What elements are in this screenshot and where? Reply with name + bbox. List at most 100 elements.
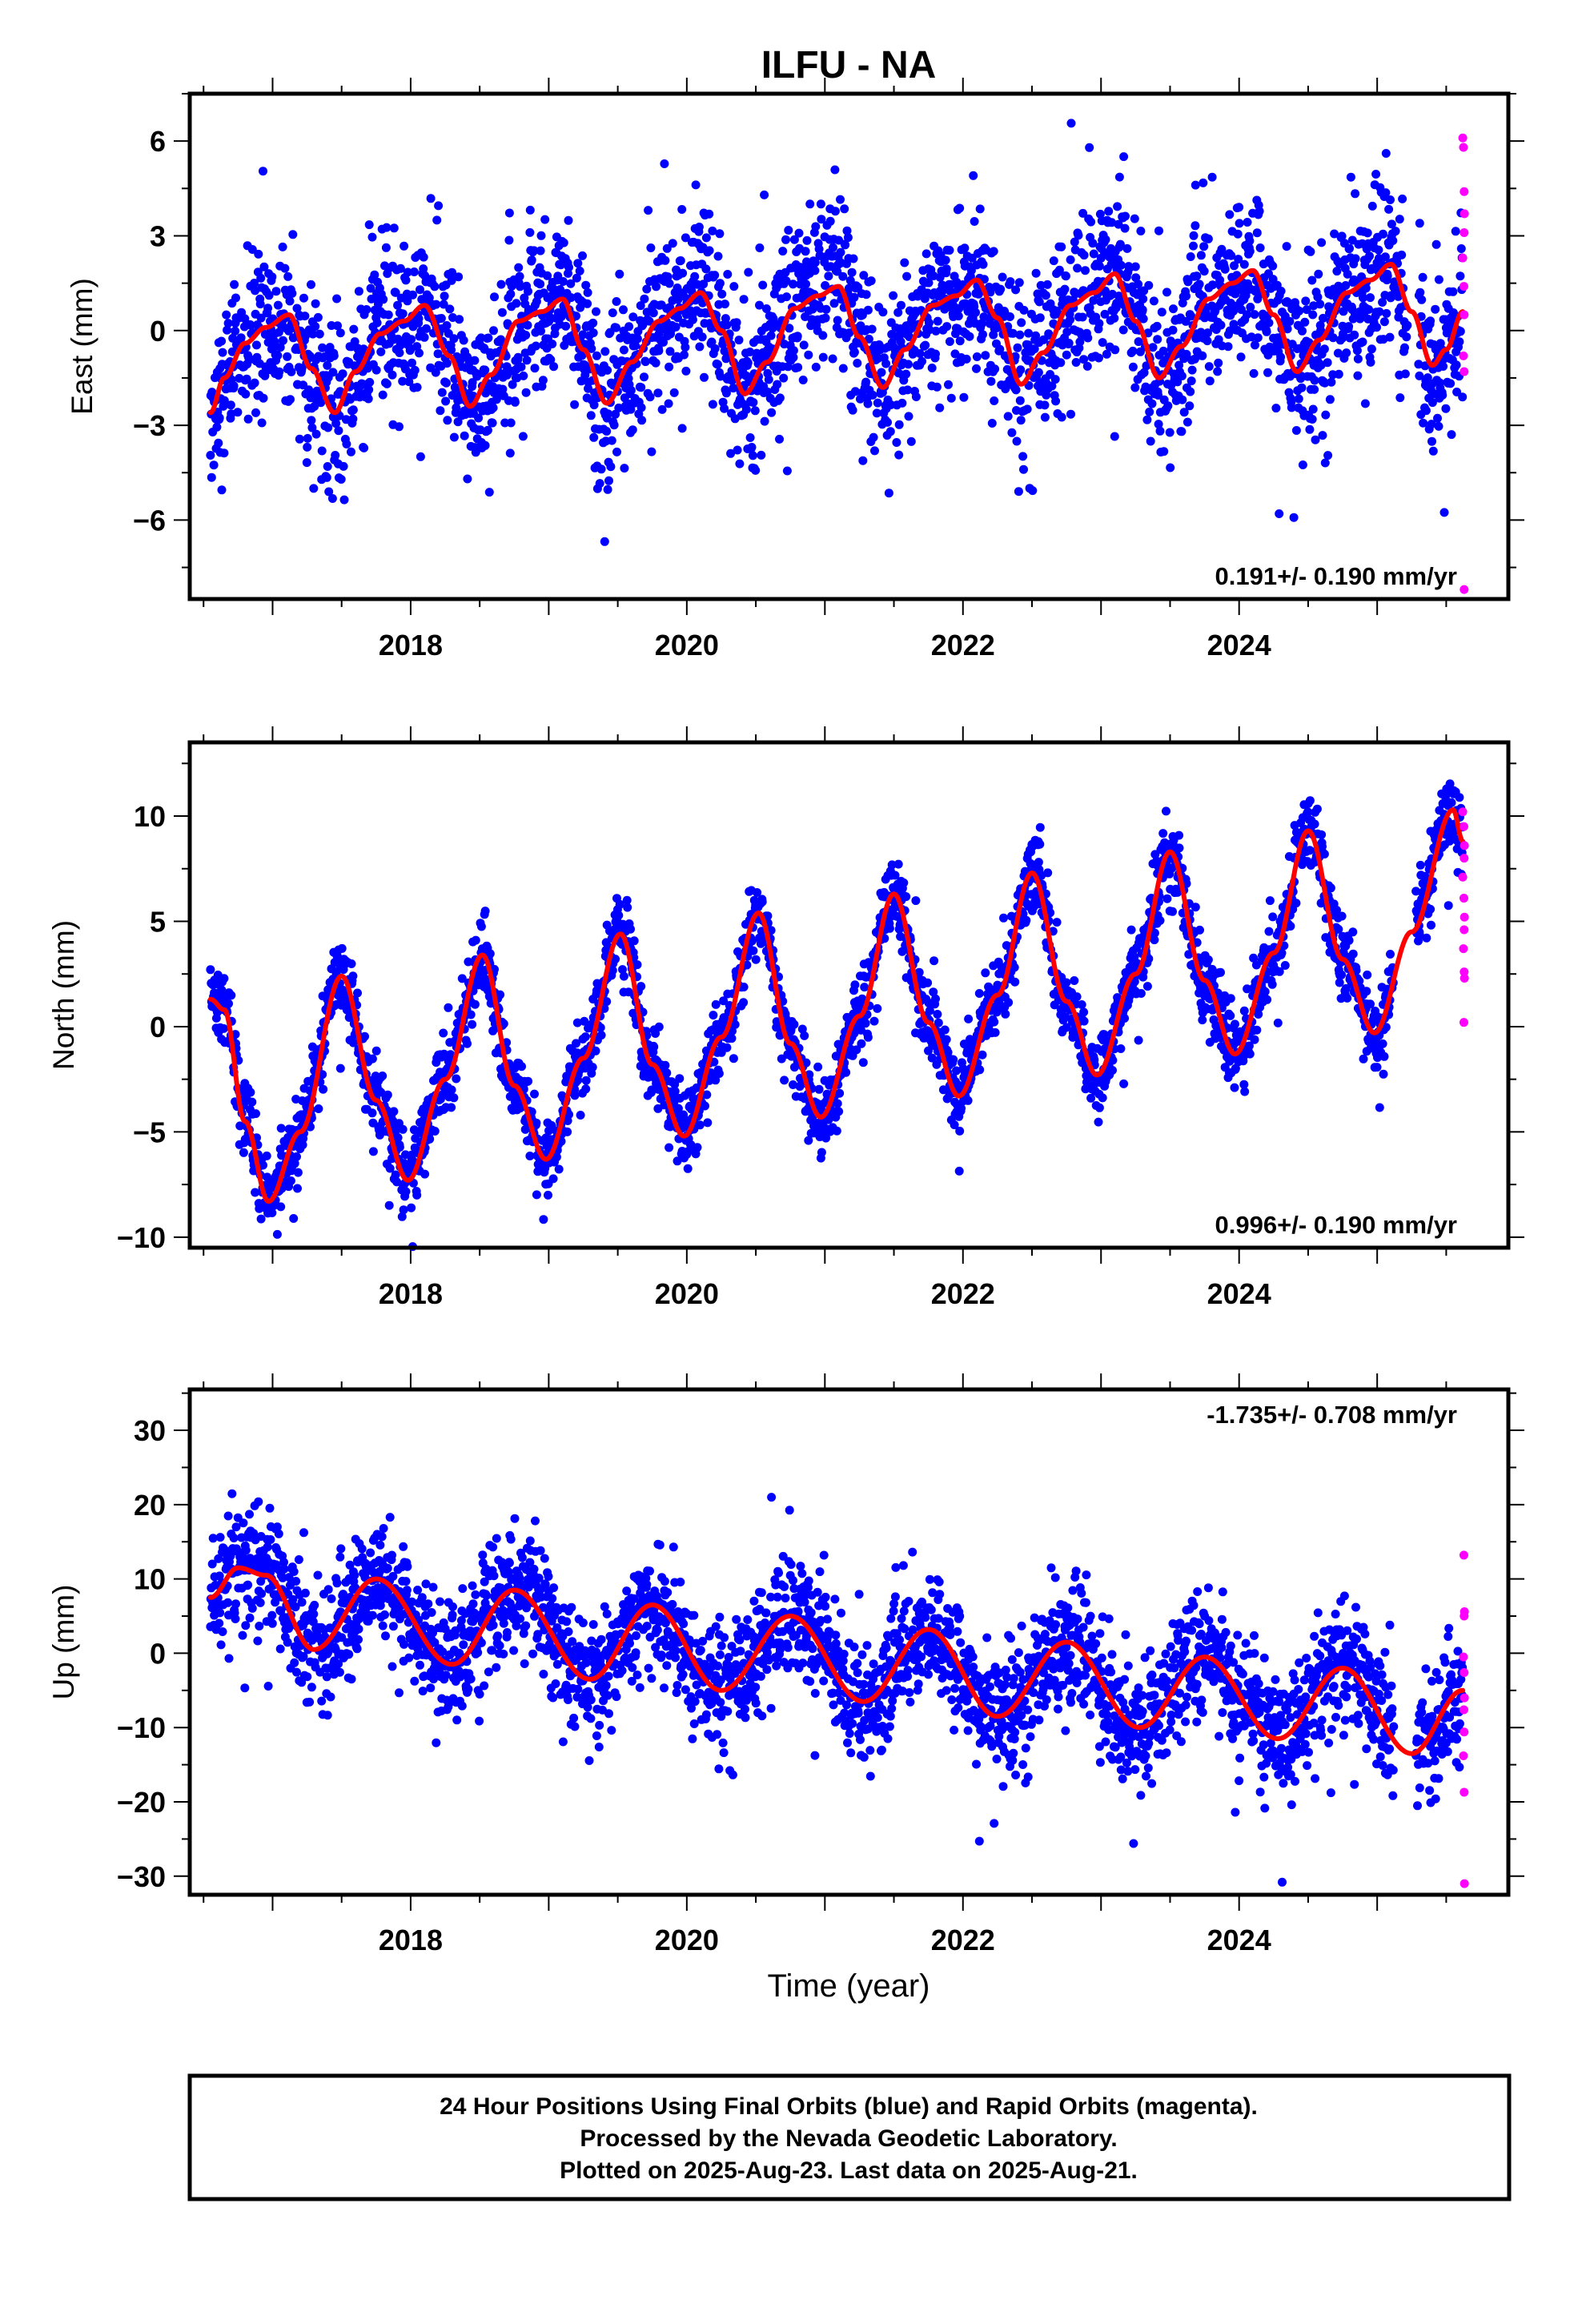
final-orbit-point — [1178, 395, 1187, 404]
final-orbit-point — [314, 1104, 323, 1113]
x-tick-label: 2024 — [1207, 1277, 1271, 1310]
final-orbit-point — [1199, 267, 1209, 276]
final-orbit-point — [242, 374, 251, 384]
final-orbit-point — [752, 348, 761, 358]
final-orbit-point — [954, 1166, 964, 1176]
final-orbit-point — [1239, 259, 1249, 269]
final-orbit-point — [518, 432, 528, 441]
final-orbit-point — [368, 1147, 378, 1156]
final-orbit-point — [954, 312, 963, 321]
final-orbit-point — [707, 337, 717, 347]
final-orbit-point — [817, 215, 826, 224]
final-orbit-point — [287, 288, 297, 298]
final-orbit-point — [1379, 317, 1389, 327]
final-orbit-point — [1400, 343, 1409, 352]
final-orbit-point — [1361, 283, 1371, 293]
final-orbit-point — [868, 390, 877, 400]
final-orbit-point — [721, 300, 729, 309]
final-orbit-point — [251, 1188, 260, 1197]
final-orbit-point — [323, 462, 332, 471]
final-orbit-point — [901, 369, 911, 379]
final-orbit-point — [1089, 296, 1098, 305]
final-orbit-point — [775, 434, 784, 444]
final-orbit-point — [223, 319, 233, 328]
final-orbit-point — [1421, 406, 1431, 416]
final-orbit-point — [1313, 292, 1323, 302]
final-orbit-point — [292, 1152, 301, 1161]
final-orbit-point — [1079, 251, 1089, 260]
final-orbit-point — [1371, 170, 1381, 179]
final-orbit-point — [521, 331, 531, 340]
final-orbit-point — [256, 1214, 266, 1224]
final-orbit-point — [400, 241, 409, 251]
rapid-orbit-point — [1459, 351, 1468, 360]
final-orbit-point — [739, 998, 749, 1007]
final-orbit-point — [1186, 387, 1195, 396]
final-orbit-point — [215, 413, 224, 423]
final-orbit-point — [515, 271, 524, 281]
final-orbit-point — [996, 284, 1006, 294]
final-orbit-point — [858, 456, 868, 465]
final-orbit-point — [902, 271, 912, 281]
final-orbit-point — [514, 263, 524, 272]
final-orbit-point — [1214, 358, 1223, 368]
final-orbit-point — [1054, 265, 1064, 275]
final-orbit-point — [403, 296, 412, 306]
final-orbit-point — [789, 346, 798, 356]
final-orbit-point — [1018, 452, 1028, 461]
final-orbit-point — [1128, 362, 1138, 372]
final-orbit-point — [412, 1190, 422, 1200]
final-orbit-point — [488, 418, 497, 428]
x-tick-label: 2024 — [1207, 629, 1271, 661]
final-orbit-point — [460, 431, 469, 440]
final-orbit-point — [673, 313, 682, 323]
final-orbit-point — [789, 235, 799, 244]
final-orbit-point — [332, 294, 342, 304]
final-orbit-point — [1073, 263, 1082, 273]
final-orbit-point — [945, 337, 954, 346]
final-orbit-point — [267, 1208, 277, 1217]
final-orbit-point — [840, 204, 849, 214]
final-orbit-point — [747, 443, 757, 452]
final-orbit-point — [614, 403, 624, 412]
final-orbit-point — [437, 388, 447, 397]
final-orbit-point — [1263, 368, 1272, 377]
final-orbit-point — [335, 1063, 345, 1073]
final-orbit-point — [1366, 293, 1375, 303]
final-orbit-point — [1082, 361, 1092, 371]
final-orbit-point — [1320, 378, 1330, 388]
final-orbit-point — [412, 342, 422, 352]
final-orbit-point — [1166, 463, 1175, 472]
final-orbit-point — [1016, 416, 1026, 425]
final-orbit-point — [1217, 244, 1227, 254]
final-orbit-point — [1004, 998, 1014, 1007]
final-orbit-point — [554, 1164, 564, 1174]
final-orbit-point — [699, 279, 709, 289]
final-orbit-point — [1346, 172, 1355, 182]
final-orbit-point — [1310, 376, 1319, 385]
final-orbit-point — [1358, 337, 1367, 347]
final-orbit-point — [1016, 365, 1026, 375]
final-orbit-point — [1155, 426, 1165, 436]
final-orbit-point — [897, 300, 905, 310]
final-orbit-point — [1198, 351, 1207, 360]
final-orbit-point — [615, 269, 624, 279]
final-orbit-point — [1388, 236, 1398, 245]
final-orbit-point — [1208, 280, 1218, 290]
final-orbit-point — [1186, 376, 1196, 386]
final-orbit-point — [1251, 340, 1259, 350]
final-orbit-point — [1011, 285, 1021, 295]
final-orbit-point — [1154, 420, 1163, 429]
final-orbit-point — [701, 1101, 709, 1111]
final-orbit-point — [447, 275, 456, 285]
final-orbit-point — [247, 245, 257, 254]
final-orbit-point — [595, 479, 604, 489]
final-orbit-point — [1439, 508, 1449, 517]
final-orbit-point — [897, 398, 907, 408]
final-orbit-point — [389, 1107, 399, 1116]
y-tick-label: 10 — [134, 800, 166, 833]
final-orbit-point — [999, 913, 1008, 923]
final-orbit-point — [228, 333, 238, 343]
final-orbit-point — [989, 247, 998, 256]
final-orbit-point — [476, 922, 486, 931]
